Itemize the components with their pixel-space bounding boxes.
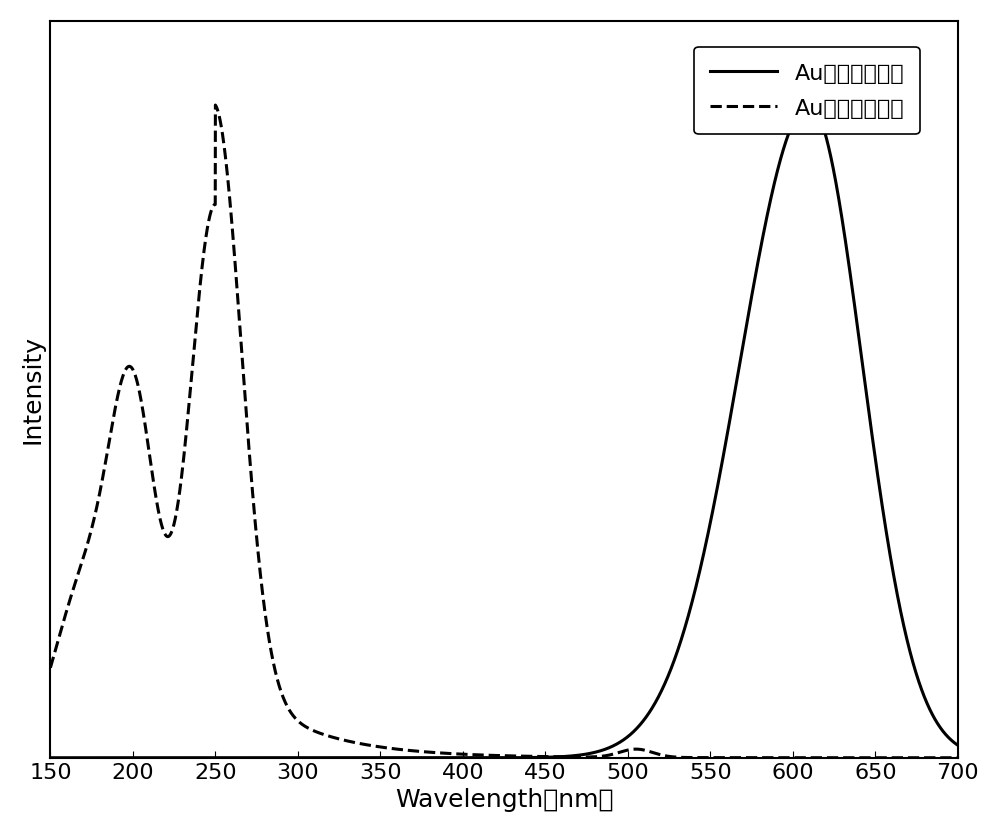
Au团簇荧光光谱	[44, 753, 56, 763]
Au团簇吸收光谱	[390, 744, 402, 754]
Au团簇吸收光谱	[455, 749, 467, 759]
Au团簇荧光光谱	[390, 753, 402, 763]
Au团簇吸收光谱	[960, 753, 972, 763]
Au团簇荧光光谱	[960, 745, 972, 755]
Au团簇荧光光谱	[953, 741, 965, 751]
Legend: Au团簇荧光光谱, Au团簇吸收光谱: Au团簇荧光光谱, Au团簇吸收光谱	[694, 47, 920, 134]
Au团簇吸收光谱	[953, 753, 965, 763]
X-axis label: Wavelength（nm）: Wavelength（nm）	[395, 788, 613, 812]
Au团簇吸收光谱	[262, 628, 274, 638]
Au团簇荧光光谱	[267, 753, 279, 763]
Line: Au团簇吸收光谱: Au团簇吸收光谱	[50, 105, 966, 758]
Au团簇吸收光谱	[209, 100, 221, 110]
Au团簇荧光光谱	[803, 100, 815, 110]
Au团簇荧光光谱	[262, 753, 274, 763]
Line: Au团簇荧光光谱: Au团簇荧光光谱	[50, 105, 966, 758]
Y-axis label: Intensity: Intensity	[21, 335, 45, 444]
Au团簇吸收光谱	[267, 655, 279, 665]
Au团簇荧光光谱	[455, 753, 467, 763]
Au团簇吸收光谱	[257, 593, 269, 603]
Au团簇吸收光谱	[44, 663, 56, 673]
Au团簇荧光光谱	[257, 753, 269, 763]
